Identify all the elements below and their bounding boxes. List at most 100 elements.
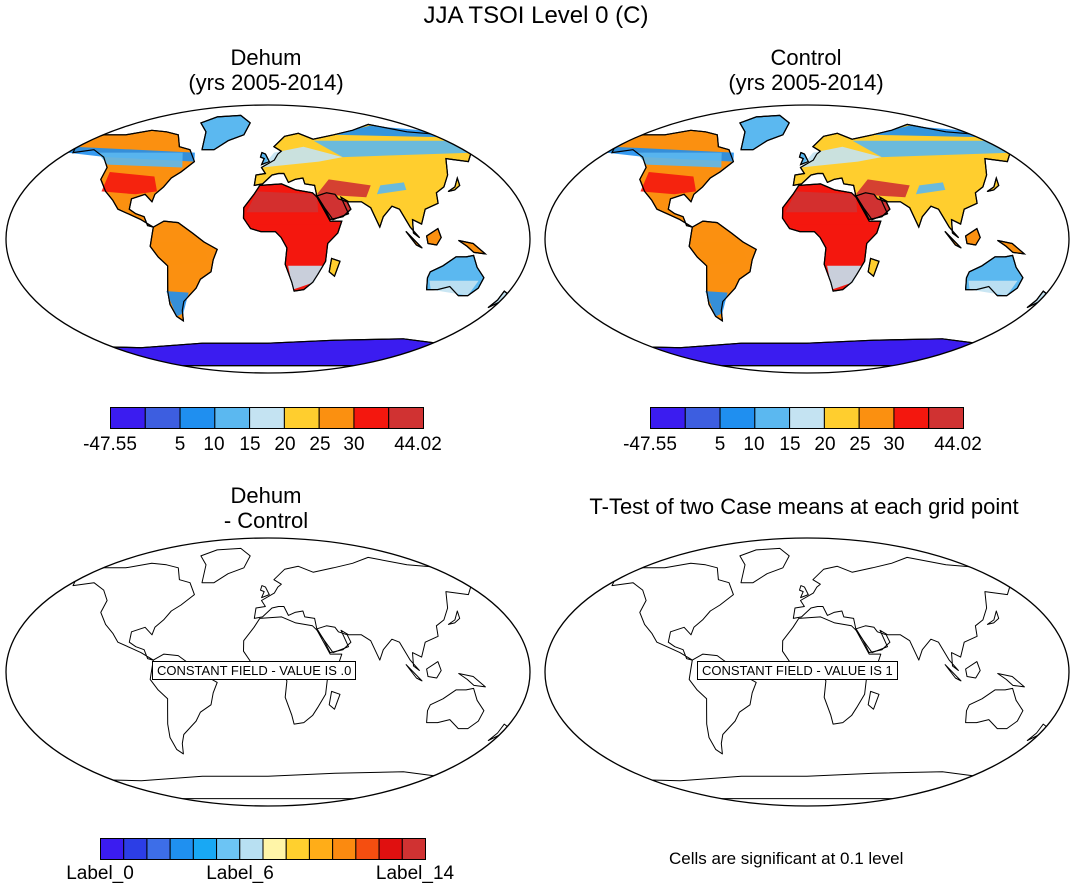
field-patagonia-band: [705, 291, 728, 317]
diff-colorbar-label: Label_14: [375, 863, 455, 884]
map-border: [544, 537, 1070, 807]
dehum-colorbar-label: 30: [343, 434, 365, 455]
colorbar-swatch: [179, 407, 216, 429]
landmass-australia: [426, 687, 485, 730]
landmass-arabia: [855, 625, 891, 654]
coastline-uk: [798, 151, 810, 166]
control-map: [544, 104, 1070, 374]
landmass-borneo: [965, 661, 981, 679]
landmass-japan: [447, 610, 461, 625]
coastline-arabia: [855, 192, 891, 221]
colorbar-swatch: [719, 407, 756, 429]
landmass-borneo: [426, 661, 442, 679]
coastline-eurasia: [253, 123, 473, 238]
dehum-title-line2: (yrs 2005-2014): [188, 70, 344, 95]
control-colorbar: [650, 407, 964, 429]
field-safrica-band: [288, 265, 323, 290]
coastline-japan: [987, 175, 1000, 192]
coastline-southAmerica: [149, 220, 218, 323]
coastline-arabia: [316, 192, 352, 221]
colorbar-swatch: [283, 407, 320, 429]
diff-title: Dehum - Control: [166, 483, 366, 533]
colorbar-swatch: [214, 407, 251, 429]
coastline-borneo: [964, 227, 981, 246]
coastline-newGuinea: [997, 239, 1027, 255]
landmass-newGuinea: [997, 239, 1025, 255]
field-siberia-band: [852, 140, 1015, 158]
field-sahel-band: [246, 213, 326, 225]
colorbar-swatch: [144, 407, 181, 429]
colorbar-swatch: [754, 407, 791, 429]
field-mideast-band: [855, 179, 910, 198]
landmass-eurasia: [792, 556, 1012, 671]
field-sahara-band: [246, 191, 319, 213]
dehum-title: Dehum (yrs 2005-2014): [166, 45, 366, 95]
figure-title: JJA TSOI Level 0 (C): [423, 2, 649, 29]
field-patagonia-band: [166, 291, 189, 317]
landmass-newGuinea: [997, 673, 1025, 688]
field-usa-band: [101, 172, 157, 195]
control-colorbar-label: 15: [779, 434, 801, 455]
colorbar-swatch: [216, 838, 241, 860]
landmass-newGuinea: [458, 239, 486, 255]
control-colorbar-label: 20: [814, 434, 836, 455]
dehum-colorbar-label: 15: [239, 434, 261, 455]
dehum-colorbar: [110, 407, 424, 429]
control-title: Control (yrs 2005-2014): [706, 45, 906, 95]
coastline-africa: [242, 183, 343, 292]
colorbar-swatch: [684, 407, 721, 429]
diff-colorbar-label: Label_0: [66, 863, 134, 884]
landmass-uk: [260, 585, 270, 599]
diff-colorbar-label: Label_6: [206, 863, 274, 884]
ttest-title: T-Test of two Case means at each grid po…: [589, 494, 1019, 519]
field-europe-band: [261, 146, 343, 168]
field-tibet-band: [915, 182, 946, 195]
coastline-australia: [964, 254, 1024, 297]
landmass-australia: [965, 687, 1024, 730]
coastline-australia: [425, 254, 485, 297]
control-colorbar-label: 30: [883, 434, 905, 455]
field-safrica-band: [827, 265, 862, 290]
coastline-greenland: [739, 114, 790, 151]
colorbar-swatch: [332, 838, 357, 860]
landmass-madagascar: [867, 690, 880, 710]
diff-colorbar: [100, 838, 426, 860]
field-usa-band: [640, 172, 696, 195]
coastline-southAmerica: [688, 220, 757, 323]
landmass-antarctica: [75, 771, 461, 800]
field-amazon-band: [154, 242, 208, 266]
field-australia-south: [429, 280, 479, 296]
dehum-colorbar-label: 10: [203, 434, 225, 455]
field-europe-band: [800, 146, 882, 168]
significance-note: Cells are significant at 0.1 level: [669, 849, 904, 868]
landmass-arabia: [316, 625, 352, 654]
coastline-northAmerica: [71, 129, 196, 228]
coastline-sumatra: [405, 231, 423, 249]
diff-map: [5, 537, 531, 807]
colorbar-swatch: [192, 838, 218, 860]
field-canada-band: [97, 152, 183, 168]
coastline-uk: [259, 151, 271, 166]
control-colorbar-label: 10: [743, 434, 765, 455]
dehum-title-line1: Dehum: [230, 45, 302, 70]
colorbar-swatch: [239, 838, 264, 860]
landmass-greenland: [200, 547, 251, 584]
landmass-northAmerica: [611, 562, 734, 661]
landmass-japan: [986, 610, 1000, 625]
colorbar-swatch: [169, 838, 194, 860]
coastline-greenland: [200, 114, 251, 151]
control-colorbar-label: -47.55: [623, 434, 677, 455]
ttest-constant-field-label: CONSTANT FIELD - VALUE IS 1: [697, 661, 898, 680]
landmass-sumatra: [405, 664, 423, 682]
field-sahara-band: [785, 191, 858, 213]
colorbar-swatch: [650, 407, 686, 429]
colorbar-swatch: [355, 838, 380, 860]
landmass-madagascar: [328, 690, 341, 710]
control-colorbar-label: 25: [849, 434, 871, 455]
landmass-uk: [799, 585, 809, 599]
map-border: [544, 104, 1070, 374]
dehum-colorbar-label: 44.02: [394, 434, 442, 455]
diff-constant-field-label: CONSTANT FIELD - VALUE IS .0: [152, 661, 357, 680]
field-tibet-band: [376, 182, 407, 195]
colorbar-swatch: [401, 838, 426, 860]
